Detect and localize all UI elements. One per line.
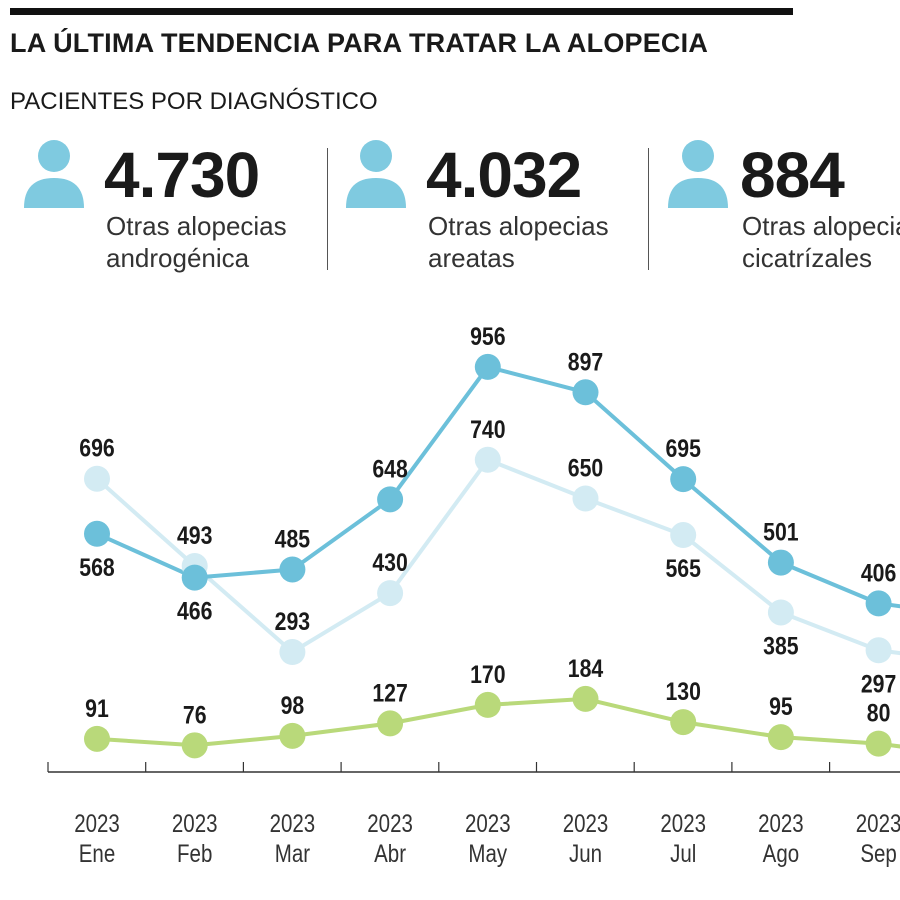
stat-cicatrizales: 884 Otras alopecias cicatrízales <box>666 138 900 278</box>
data-label-areatas: 297 <box>861 670 896 698</box>
person-icon <box>24 140 84 208</box>
data-label-areatas: 293 <box>275 607 311 635</box>
data-label-androgenica: 568 <box>79 553 115 581</box>
top-rule <box>10 8 793 15</box>
data-point-androgenica <box>377 486 404 513</box>
x-tick-label-month: Abr <box>374 839 406 867</box>
data-point-areatas <box>279 639 306 666</box>
data-label-androgenica: 501 <box>763 518 799 546</box>
stat-value: 884 <box>740 139 845 211</box>
data-point-areatas <box>670 522 697 549</box>
data-label-cicatrizales: 76 <box>183 701 207 729</box>
stat-divider <box>648 148 649 270</box>
data-label-areatas: 430 <box>372 548 407 576</box>
x-tick-label-year: 2023 <box>270 809 316 837</box>
x-tick-label-year: 2023 <box>367 809 413 837</box>
data-label-areatas: 650 <box>568 454 603 482</box>
data-point-areatas <box>767 599 794 626</box>
data-point-androgenica <box>865 590 892 617</box>
x-tick-label-month: Ago <box>763 839 799 867</box>
x-tick-label-year: 2023 <box>74 809 120 837</box>
stat-label-line2: cicatrízales <box>742 243 873 273</box>
series-line-areatas <box>95 457 900 656</box>
data-point-cicatrizales <box>377 710 404 737</box>
data-label-androgenica: 648 <box>372 455 408 483</box>
x-tick-label-month: Feb <box>177 839 212 867</box>
stat-label-line1: Otras alopecias <box>742 211 900 241</box>
data-label-cicatrizales: 170 <box>470 660 505 688</box>
line-chart: 2023Ene2023Feb2023Mar2023Abr2023May2023J… <box>47 322 900 867</box>
data-point-areatas <box>865 637 892 664</box>
x-tick-label-year: 2023 <box>660 809 706 837</box>
x-tick-label-month: Jul <box>670 839 696 867</box>
chart-title: LA ÚLTIMA TENDENCIA PARA TRATAR LA ALOPE… <box>10 28 709 58</box>
data-label-cicatrizales: 184 <box>568 654 604 682</box>
data-label-cicatrizales: 127 <box>372 679 407 707</box>
stat-label-line2: areatas <box>428 243 515 273</box>
data-point-cicatrizales <box>474 691 501 718</box>
x-tick-label-year: 2023 <box>856 809 900 837</box>
data-label-areatas: 493 <box>177 521 213 549</box>
data-label-areatas: 565 <box>665 554 701 582</box>
stat-label: Otras alopecias androgénica <box>106 210 287 274</box>
data-point-cicatrizales <box>865 730 892 757</box>
data-point-androgenica <box>767 549 794 576</box>
data-label-cicatrizales: 80 <box>867 699 891 727</box>
data-label-androgenica: 695 <box>665 435 701 463</box>
data-point-androgenica <box>474 353 501 380</box>
data-point-areatas <box>474 446 501 473</box>
person-icon <box>668 140 728 208</box>
stat-divider <box>327 148 328 270</box>
data-label-androgenica: 406 <box>861 559 897 587</box>
x-tick-label-year: 2023 <box>563 809 609 837</box>
x-tick-label-year: 2023 <box>758 809 804 837</box>
data-point-areatas <box>572 485 599 512</box>
data-point-cicatrizales <box>670 709 697 736</box>
data-point-cicatrizales <box>767 724 794 751</box>
x-tick-label-month: May <box>468 839 507 867</box>
data-label-areatas: 385 <box>763 632 799 660</box>
data-point-androgenica <box>572 379 599 406</box>
data-label-areatas: 696 <box>79 434 115 462</box>
data-point-androgenica <box>84 520 110 547</box>
data-label-cicatrizales: 95 <box>769 693 793 721</box>
data-point-cicatrizales <box>279 722 306 749</box>
chart-subtitle: PACIENTES POR DIAGNÓSTICO <box>10 88 378 115</box>
x-tick-label-month: Sep <box>860 839 896 867</box>
x-tick-label-year: 2023 <box>465 809 511 837</box>
data-label-cicatrizales: 91 <box>85 694 109 722</box>
stat-label-line1: Otras alopecias <box>428 211 609 241</box>
series-line-cicatrizales <box>96 696 900 749</box>
data-label-androgenica: 956 <box>470 322 506 350</box>
data-point-androgenica <box>181 564 208 591</box>
x-tick-label-year: 2023 <box>172 809 218 837</box>
data-label-androgenica: 897 <box>568 348 603 376</box>
data-label-cicatrizales: 130 <box>665 677 700 705</box>
series-line-androgenica <box>96 364 900 609</box>
data-point-cicatrizales <box>572 685 599 712</box>
data-label-androgenica: 485 <box>275 525 311 553</box>
stat-label-line2: androgénica <box>106 243 250 273</box>
stat-label: Otras alopecias cicatrízales <box>742 210 900 274</box>
x-tick-label-month: Jun <box>569 839 602 867</box>
stat-label-line1: Otras alopecias <box>106 211 287 241</box>
data-label-cicatrizales: 98 <box>281 691 305 719</box>
data-label-areatas: 740 <box>470 415 505 443</box>
data-point-areatas <box>377 580 404 607</box>
x-tick-label-month: Ene <box>79 839 115 867</box>
stat-value: 4.730 <box>104 139 260 211</box>
data-point-cicatrizales <box>84 725 110 752</box>
data-point-areatas <box>84 465 110 492</box>
data-label-androgenica: 466 <box>177 597 213 625</box>
x-tick-label-month: Mar <box>275 839 311 867</box>
data-point-androgenica <box>670 466 697 493</box>
person-icon <box>346 140 406 208</box>
stat-label: Otras alopecias areatas <box>428 210 609 274</box>
data-point-androgenica <box>279 556 306 583</box>
data-point-cicatrizales <box>181 732 208 759</box>
stat-value: 4.032 <box>426 139 582 211</box>
